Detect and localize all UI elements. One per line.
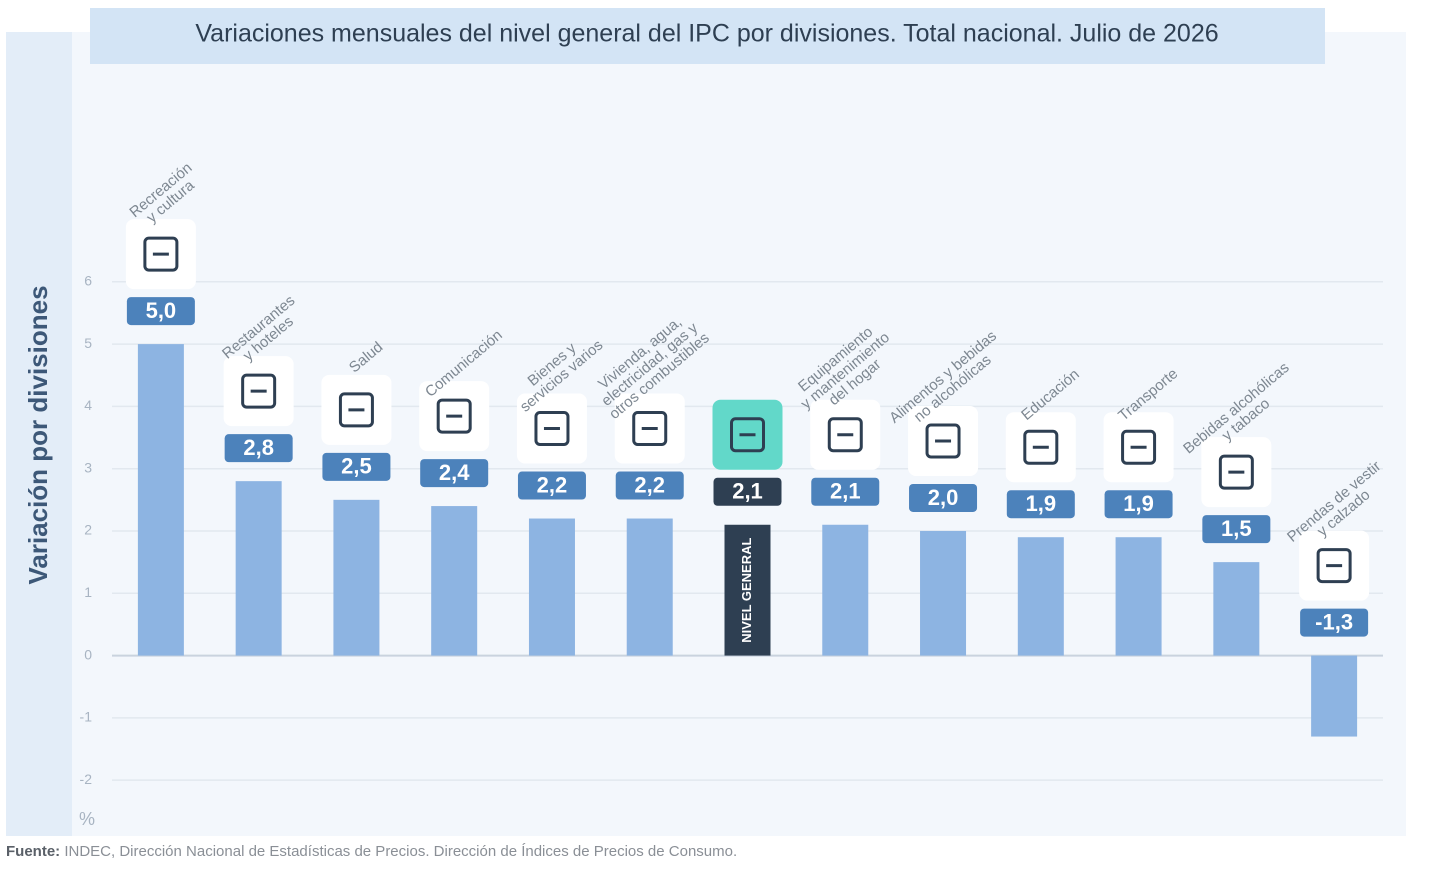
value-label: 2,8 <box>243 435 274 460</box>
value-label-box <box>1104 490 1173 519</box>
footer: Fuente: INDEC, Dirección Nacional de Est… <box>6 843 737 860</box>
bar <box>626 518 673 656</box>
y-tick-label: 1 <box>84 584 92 600</box>
icon <box>1121 429 1157 465</box>
value-label-box <box>1202 515 1271 544</box>
value-label: 5,0 <box>146 298 177 323</box>
y-tick-label: 4 <box>84 397 92 413</box>
title-box <box>90 8 1325 64</box>
bar-inner-label: NIVEL GENERAL <box>739 537 754 642</box>
value-label: 2,2 <box>537 472 568 497</box>
bar <box>1213 562 1260 656</box>
value-label-box <box>909 483 978 512</box>
bar <box>724 524 771 656</box>
y-tick-label: 5 <box>84 335 92 351</box>
icon <box>436 398 472 434</box>
value-label-box <box>517 471 586 500</box>
y-tick-label: 6 <box>84 273 92 289</box>
value-label: 1,9 <box>1123 491 1154 516</box>
icon <box>730 417 765 453</box>
value-label: 2,0 <box>928 485 959 510</box>
icon <box>1316 548 1352 584</box>
source-label: Fuente: <box>6 843 61 860</box>
bar <box>528 518 575 656</box>
chart: Variaciones mensuales del nivel general … <box>6 8 1406 836</box>
y-tick-label: -2 <box>80 771 93 787</box>
value-label: 1,9 <box>1026 491 1057 516</box>
bar <box>1311 655 1358 737</box>
value-label: 1,5 <box>1221 516 1252 541</box>
y-tick-label: -1 <box>80 709 93 725</box>
y-tick-label: 3 <box>84 459 92 475</box>
icon <box>241 373 277 409</box>
icon <box>827 417 863 453</box>
bar <box>1115 537 1162 656</box>
value-label: 2,5 <box>341 454 372 479</box>
icon <box>632 411 668 447</box>
value-label-box <box>1006 490 1075 519</box>
icon <box>1023 429 1059 465</box>
value-label-box <box>420 459 489 488</box>
bar <box>235 481 282 656</box>
value-label: 2,2 <box>634 472 665 497</box>
value-label-box <box>224 434 293 463</box>
icon <box>534 411 570 447</box>
icon <box>925 423 961 459</box>
bar <box>822 524 869 656</box>
value-label-box <box>126 297 195 326</box>
source-text: INDEC, Dirección Nacional de Estadística… <box>64 843 738 860</box>
bar <box>1017 537 1064 656</box>
icon <box>143 236 179 272</box>
bar <box>137 344 184 656</box>
y-tick-label: 2 <box>84 522 92 538</box>
value-label-box <box>322 452 391 481</box>
chart-title: Variaciones mensuales del nivel general … <box>195 20 1218 48</box>
bar <box>920 530 967 656</box>
icon <box>1218 454 1254 490</box>
value-label-box <box>1300 608 1369 637</box>
value-label: 2,4 <box>439 460 470 485</box>
value-label-box <box>811 477 880 506</box>
value-label: -1,3 <box>1315 609 1353 634</box>
y-unit: % <box>79 809 95 829</box>
value-label-box <box>615 471 684 500</box>
bar <box>333 499 380 656</box>
value-label: 2,1 <box>830 479 861 504</box>
y-tick-label: 0 <box>84 646 92 662</box>
value-label-box <box>713 477 782 506</box>
icon <box>338 392 374 428</box>
bar <box>431 506 478 656</box>
value-label: 2,1 <box>732 479 763 504</box>
y-axis-label: Variación por divisiones <box>23 285 53 584</box>
axis-panel <box>6 32 72 836</box>
